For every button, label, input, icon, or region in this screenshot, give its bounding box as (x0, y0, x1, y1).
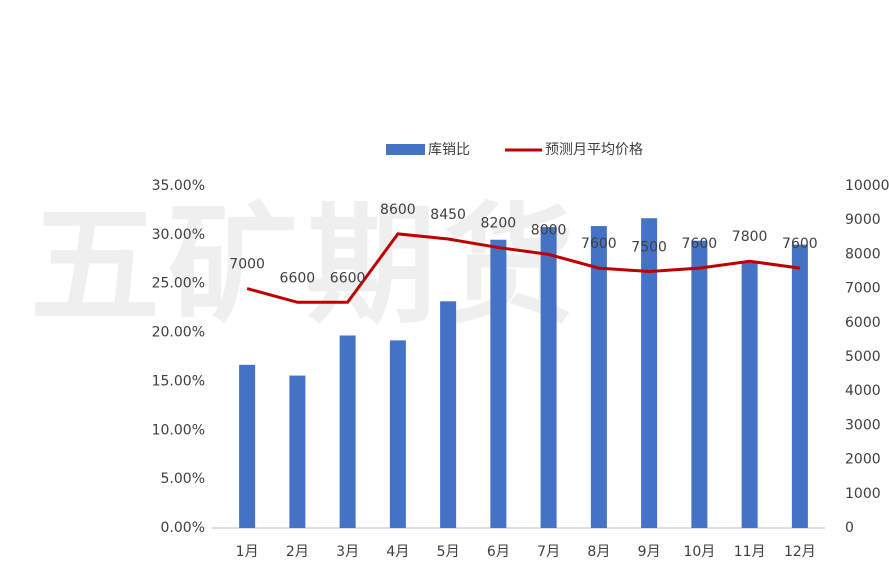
y-tick-label: 15.00% (152, 373, 205, 389)
y2-tick-label: 7000 (845, 281, 881, 297)
y-tick-label: 0.00% (161, 520, 205, 536)
data-label: 7000 (229, 257, 265, 273)
y2-tick-label: 9000 (845, 212, 881, 228)
y2-tick-label: 3000 (845, 417, 881, 433)
y2-tick-label: 10000 (845, 178, 889, 194)
x-tick-label: 1月 (236, 544, 259, 560)
y-tick-label: 5.00% (161, 471, 205, 487)
x-tick-label: 2月 (286, 544, 309, 560)
legend-swatch (386, 144, 425, 155)
watermark: 五矿期货 (30, 190, 582, 342)
x-tick-label: 3月 (336, 544, 359, 560)
data-label: 8200 (481, 216, 517, 232)
x-tick-label: 6月 (487, 544, 510, 560)
x-tick-label: 12月 (784, 544, 816, 560)
bar (641, 218, 658, 528)
line (246, 232, 801, 304)
data-label: 7600 (581, 236, 617, 252)
y2-tick-label: 0 (845, 520, 854, 536)
bar (741, 262, 758, 528)
y-tick-label: 25.00% (152, 276, 205, 292)
data-label: 6600 (280, 270, 316, 286)
bar (490, 239, 507, 528)
data-label: 7600 (682, 236, 718, 252)
x-tick-label: 7月 (537, 544, 560, 560)
y2-tick-label: 5000 (845, 349, 881, 365)
data-label: 7600 (782, 236, 818, 252)
data-label: 7500 (631, 240, 667, 256)
bar (590, 226, 607, 528)
legend-label: 库销比 (428, 142, 470, 158)
bar (289, 375, 306, 528)
x-tick-label: 11月 (734, 544, 766, 560)
bar (540, 227, 557, 529)
bar (389, 340, 406, 528)
legend-label: 预测月平均价格 (545, 142, 643, 158)
data-label: 8000 (531, 222, 567, 238)
x-tick-label: 8月 (587, 544, 610, 560)
bar (239, 364, 256, 528)
data-label: 7800 (732, 229, 768, 245)
y-tick-label: 10.00% (152, 422, 205, 438)
y-tick-label: 20.00% (152, 325, 205, 341)
x-tick-label: 10月 (683, 544, 715, 560)
y2-tick-label: 6000 (845, 315, 881, 331)
x-tick-label: 9月 (638, 544, 661, 560)
y2-tick-label: 8000 (845, 246, 881, 262)
bar (791, 244, 808, 528)
y-tick-label: 30.00% (152, 227, 205, 243)
bar (440, 301, 457, 528)
bar (339, 335, 356, 528)
y-tick-label: 35.00% (152, 178, 205, 194)
x-tick-label: 4月 (386, 544, 409, 560)
data-label: 8450 (430, 207, 466, 223)
y2-tick-label: 2000 (845, 452, 881, 468)
data-label: 6600 (330, 270, 366, 286)
y2-tick-label: 4000 (845, 383, 881, 399)
y2-tick-label: 1000 (845, 486, 881, 502)
bar (691, 240, 708, 528)
data-label: 8600 (380, 202, 416, 218)
x-tick-label: 5月 (437, 544, 460, 560)
